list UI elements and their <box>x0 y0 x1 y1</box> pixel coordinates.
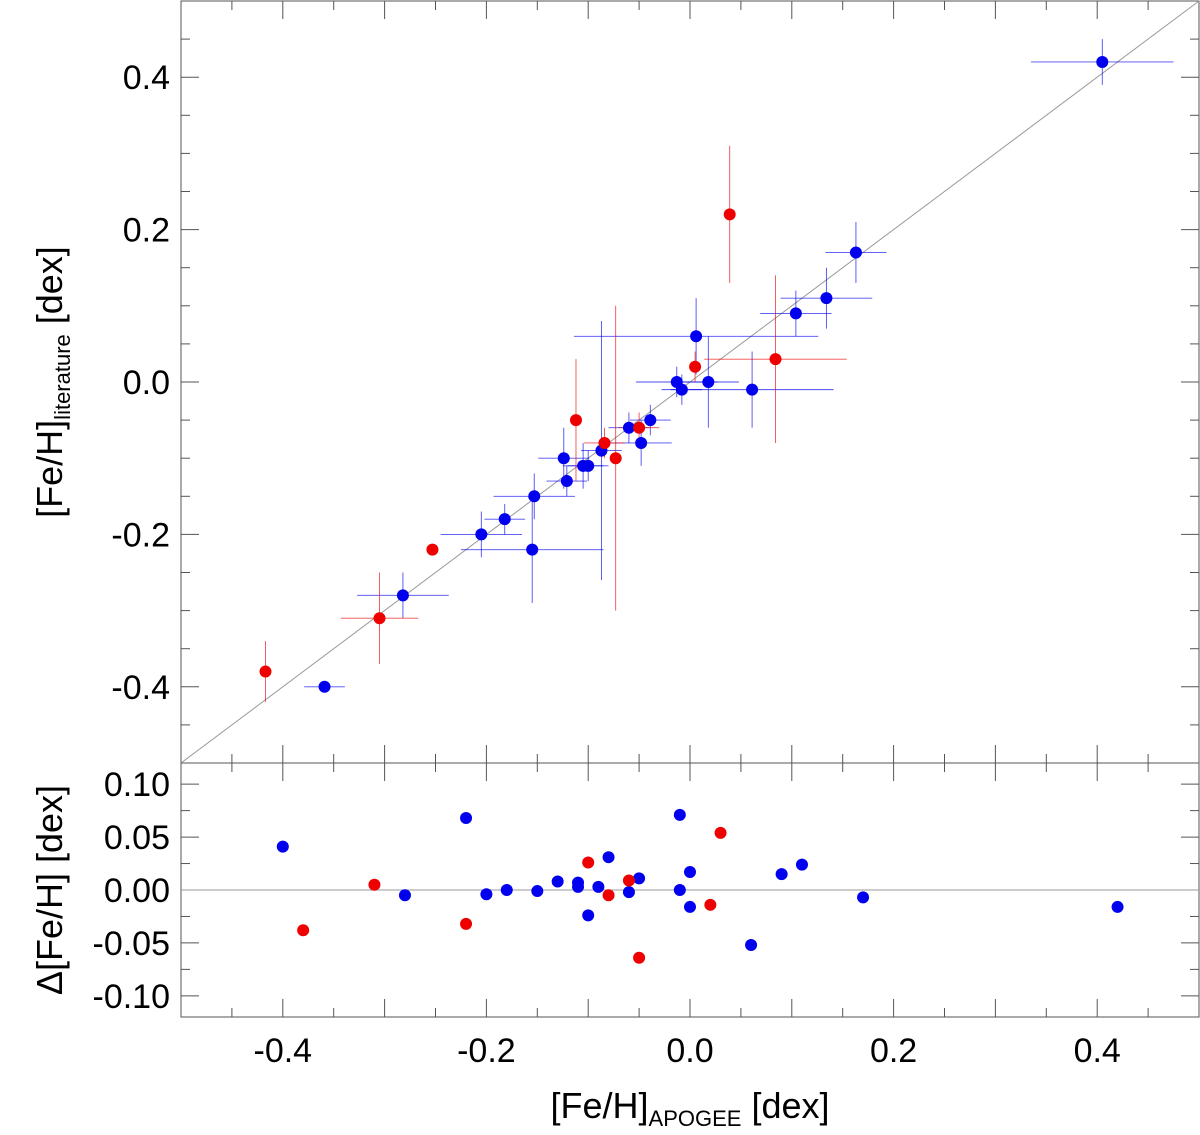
main-data-points <box>259 55 1109 693</box>
residual-tick-labels: -0.10 -0.05 0.00 0.05 0.10 -0.4 -0.2 0.0 0.2 0.4 <box>93 766 1121 1070</box>
blue-residual-point <box>795 858 808 871</box>
blue-data-point <box>675 383 688 396</box>
residual-y-tick-label: -0.10 <box>93 978 171 1016</box>
main-error-bars <box>265 39 1174 703</box>
red-residual-point <box>633 951 646 964</box>
red-residual-point <box>622 874 635 887</box>
blue-data-point <box>849 246 862 259</box>
red-data-point <box>689 360 702 373</box>
red-data-point <box>633 421 646 434</box>
blue-data-point <box>644 414 657 427</box>
x-tick-label: 0.4 <box>1074 1032 1121 1070</box>
blue-residual-point <box>480 888 493 901</box>
blue-residual-point <box>775 868 788 881</box>
x-tick-label: -0.2 <box>457 1032 516 1070</box>
red-residual-point <box>368 878 381 891</box>
blue-data-point <box>690 330 703 343</box>
x-tick-label: 0.0 <box>666 1032 713 1070</box>
blue-residual-point <box>398 889 411 902</box>
blue-residual-point <box>745 939 758 952</box>
blue-data-point <box>702 376 715 388</box>
residual-y-tick-label: -0.05 <box>93 925 171 963</box>
red-residual-point <box>714 826 727 839</box>
residual-y-axis-title: Δ[Fe/H] [dex] <box>29 785 70 995</box>
blue-residual-point <box>276 840 289 853</box>
blue-residual-point <box>602 851 615 864</box>
red-data-point <box>723 208 736 221</box>
blue-data-point <box>498 513 511 526</box>
blue-data-point <box>528 490 541 503</box>
blue-data-point <box>318 680 331 693</box>
blue-residual-point <box>551 875 564 888</box>
blue-data-point <box>582 459 595 472</box>
blue-residual-point <box>673 808 686 821</box>
main-y-tick-label: -0.2 <box>111 516 170 554</box>
red-residual-point <box>704 898 717 911</box>
red-data-point <box>769 353 782 366</box>
red-residual-point <box>460 917 473 930</box>
blue-data-point <box>1096 55 1109 68</box>
blue-residual-point <box>673 884 686 896</box>
blue-data-point <box>635 436 648 449</box>
red-data-point <box>259 665 272 678</box>
blue-data-point <box>475 528 488 541</box>
blue-residual-point <box>592 880 605 893</box>
red-data-point <box>609 452 622 465</box>
x-tick-label: -0.4 <box>254 1032 313 1070</box>
main-y-tick-label: -0.4 <box>111 669 170 707</box>
blue-data-point <box>526 543 539 556</box>
main-y-tick-label: 0.2 <box>123 212 170 250</box>
blue-residual-point <box>531 885 544 898</box>
residual-panel: -0.10-0.050.000.050.10-0.4 -0.2 0.0 0.2 0.4 … <box>29 762 1200 1070</box>
blue-residual-point <box>460 812 473 825</box>
red-residual-point <box>297 924 310 937</box>
residual-y-tick-label: 0.10 <box>104 766 170 804</box>
residual-y-tick-label: 0.00 <box>104 872 170 910</box>
blue-residual-point <box>684 900 696 913</box>
blue-residual-point <box>857 891 870 904</box>
blue-data-point <box>560 475 573 488</box>
residual-ticks <box>180 763 1200 1017</box>
red-data-point <box>598 436 611 449</box>
x-axis-title: [Fe/H]APOGEE [dex] <box>551 1085 830 1131</box>
blue-data-point <box>557 452 570 465</box>
main-y-tick-label: 0.4 <box>123 59 170 97</box>
main-ticks <box>180 1 1200 763</box>
x-tick-label: 0.2 <box>870 1032 917 1070</box>
residual-y-tick-label: 0.05 <box>104 819 170 857</box>
blue-residual-point <box>582 909 595 922</box>
blue-data-point <box>396 589 409 602</box>
main-y-axis-title: [Fe/H]literature [dex] <box>29 246 75 518</box>
red-residual-point <box>582 856 595 869</box>
blue-data-point <box>746 383 759 396</box>
blue-data-point <box>820 292 833 305</box>
blue-data-point <box>622 421 635 434</box>
blue-residual-point <box>684 866 696 879</box>
main-y-tick-label: 0.0 <box>123 364 170 402</box>
red-residual-point <box>602 889 615 902</box>
red-data-point <box>373 612 386 625</box>
blue-residual-point <box>622 886 635 899</box>
main-tick-labels: -0.4 -0.2 0.0 0.2 0.4 <box>111 59 170 707</box>
red-data-point <box>569 414 582 427</box>
red-data-point <box>426 543 439 556</box>
residual-data-points <box>276 808 1124 964</box>
blue-data-point <box>789 307 802 320</box>
main-panel: -0.4 -0.2 0.0 0.2 0.4 [Fe/H]literature [dex] <box>29 0 1200 764</box>
blue-residual-point <box>633 872 646 885</box>
blue-residual-point <box>572 880 585 893</box>
blue-residual-point <box>1111 900 1124 913</box>
blue-residual-point <box>500 884 513 896</box>
